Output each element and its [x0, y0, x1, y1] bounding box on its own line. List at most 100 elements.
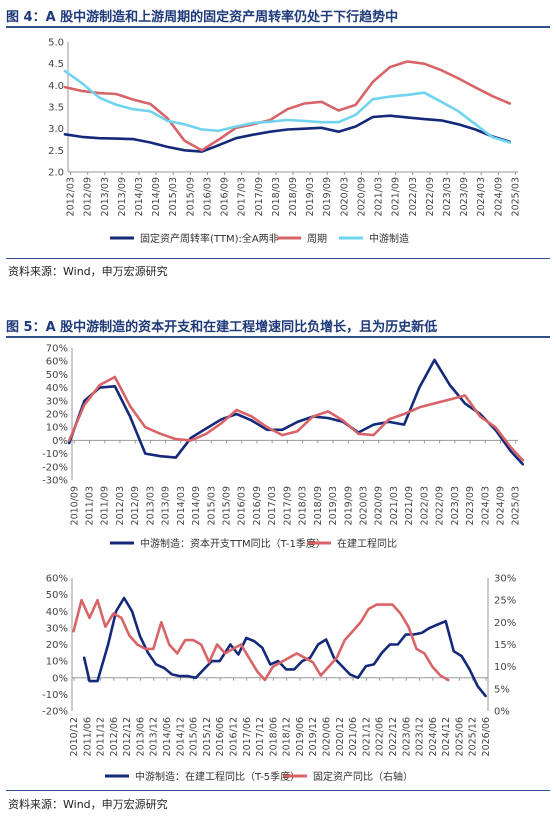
figure-4-bottom-rule: [6, 258, 550, 259]
x-tick-label: 2023/09: [459, 177, 470, 216]
legend-label-0: 中游制造：资本开支TTM同比（T-1季度）: [140, 537, 326, 550]
y-tick-label: 30%: [46, 623, 68, 634]
y-tick-label: 2.5: [48, 146, 64, 157]
x-tick-label: 2010/12: [69, 717, 80, 756]
x-tick-label: 2016/12: [228, 717, 239, 756]
y-tick-label: 3.0: [48, 124, 64, 135]
x-tick-label: 2015/09: [185, 177, 196, 216]
x-tick-label: 2024/03: [476, 177, 487, 216]
figure-4-title-rule: [6, 26, 550, 28]
x-tick-label: 2023/09: [465, 486, 476, 525]
y-tick-label: 60%: [46, 574, 68, 585]
y-tick-label: 20%: [46, 410, 68, 421]
x-tick-label: 2024/09: [493, 177, 504, 216]
y-tick-label: 50%: [46, 370, 68, 381]
figure-4-title: 图 4：A 股中游制造和上游周期的固定资产周转率仍处于下行趋势中: [6, 10, 399, 25]
x-tick-label: 2011/12: [96, 717, 107, 756]
x-tick-label: 2015/09: [222, 486, 233, 525]
y-tick-label: 0%: [52, 673, 68, 684]
series-line-1: [72, 598, 450, 682]
y2-tick-label: 10%: [494, 662, 516, 673]
x-tick-label: 2019/12: [308, 717, 319, 756]
y-tick-label: 10%: [46, 657, 68, 668]
series-line-0: [82, 596, 487, 698]
y2-tick-label: 5%: [494, 684, 510, 695]
x-tick-label: 2014/03: [134, 177, 145, 216]
x-tick-label: 2012/09: [83, 177, 94, 216]
x-tick-label: 2013/03: [145, 486, 156, 525]
x-tick-label: 2016/06: [215, 717, 226, 756]
x-tick-label: 2011/03: [85, 486, 96, 525]
x-tick-label: 2018/09: [313, 486, 324, 525]
figure-5-source: 资料来源：Wind，申万宏源研究: [8, 798, 168, 811]
x-tick-label: 2012/03: [115, 486, 126, 525]
y-tick-label: 5.0: [48, 38, 64, 49]
x-tick-label: 2023/03: [450, 486, 461, 525]
x-tick-label: 2014/09: [191, 486, 202, 525]
x-tick-label: 2014/06: [162, 717, 173, 756]
x-tick-label: 2025/03: [510, 177, 521, 216]
x-tick-label: 2025/06: [454, 717, 465, 756]
x-tick-label: 2013/09: [117, 177, 128, 216]
y-tick-label: -10%: [42, 449, 68, 460]
x-tick-label: 2019/03: [305, 177, 316, 216]
x-tick-label: 2018/12: [282, 717, 293, 756]
series-line-2: [63, 69, 512, 144]
x-tick-label: 2016/09: [220, 177, 231, 216]
x-tick-label: 2023/03: [442, 177, 453, 216]
y-tick-label: 0%: [52, 436, 68, 447]
x-tick-label: 2017/03: [237, 177, 248, 216]
y-tick-label: 10%: [46, 423, 68, 434]
x-tick-label: 2018/06: [268, 717, 279, 756]
chart-fixed-asset-turnover: 2.0 2.5 3.0 3.5 4.0 4.5 5.0 2012/03 2012/09 2013/…: [48, 38, 521, 246]
figure-5-title: 图 5：A 股中游制造的资本开支和在建工程增速同比负增长，且为历史新低: [6, 320, 438, 335]
x-tick-label: 2024/03: [480, 486, 491, 525]
y-tick-label: -10%: [42, 690, 68, 701]
figure-4-source: 资料来源：Wind，申万宏源研究: [8, 265, 168, 278]
x-tick-label: 2019/03: [328, 486, 339, 525]
y-tick-label: 60%: [46, 357, 68, 368]
x-tick-label: 2012/09: [130, 486, 141, 525]
x-tick-label: 2024/09: [495, 486, 506, 525]
x-tick-label: 2026/06: [481, 717, 492, 756]
x-tick-label: 2011/06: [82, 717, 93, 756]
x-tick-label: 2021/09: [391, 177, 402, 216]
y-tick-label: 50%: [46, 590, 68, 601]
y-tick-label: -30%: [42, 476, 68, 487]
figure-5-bottom-rule: [6, 790, 550, 791]
x-tick-label: 2022/06: [375, 717, 386, 756]
x-tick-label: 2024/12: [441, 717, 452, 756]
x-tick-label: 2022/09: [435, 486, 446, 525]
x-tick-label: 2014/09: [151, 177, 162, 216]
x-tick-label: 2010/09: [69, 486, 80, 525]
y-tick-label: 4.0: [48, 81, 64, 92]
series-line-1: [63, 60, 512, 152]
x-tick-label: 2015/03: [168, 177, 179, 216]
x-tick-label: 2020/09: [356, 177, 367, 216]
x-tick-label: 2017/09: [282, 486, 293, 525]
x-tick-label: 2019/06: [295, 717, 306, 756]
x-tick-label: 2012/06: [109, 717, 120, 756]
x-tick-label: 2019/09: [322, 177, 333, 216]
legend-label-1: 在建工程同比: [337, 537, 397, 550]
chart-capex-growth: -30% -20% -10% 0% 10% 20% 30% 40% 50% 60% 70% 2010/…: [42, 344, 525, 550]
x-tick-label: 2015/12: [202, 717, 213, 756]
legend-label-1: 周期: [307, 233, 327, 245]
x-tick-label: 2025/12: [468, 717, 479, 756]
x-tick-label: 2016/03: [237, 486, 248, 525]
x-tick-label: 2013/03: [100, 177, 111, 216]
x-tick-label: 2020/03: [358, 486, 369, 525]
y2-tick-label: 30%: [494, 574, 516, 585]
x-tick-label: 2016/09: [252, 486, 263, 525]
y-tick-label: -20%: [42, 462, 68, 473]
x-tick-label: 2021/09: [404, 486, 415, 525]
x-tick-label: 2015/06: [189, 717, 200, 756]
y-tick-label: 4.5: [48, 59, 64, 70]
x-tick-label: 2020/03: [339, 177, 350, 216]
x-tick-label: 2013/06: [135, 717, 146, 756]
x-tick-label: 2022/03: [408, 177, 419, 216]
y2-tick-label: 0%: [494, 707, 510, 718]
x-tick-label: 2019/09: [343, 486, 354, 525]
y-tick-label: -20%: [42, 707, 68, 718]
x-tick-label: 2017/06: [242, 717, 253, 756]
